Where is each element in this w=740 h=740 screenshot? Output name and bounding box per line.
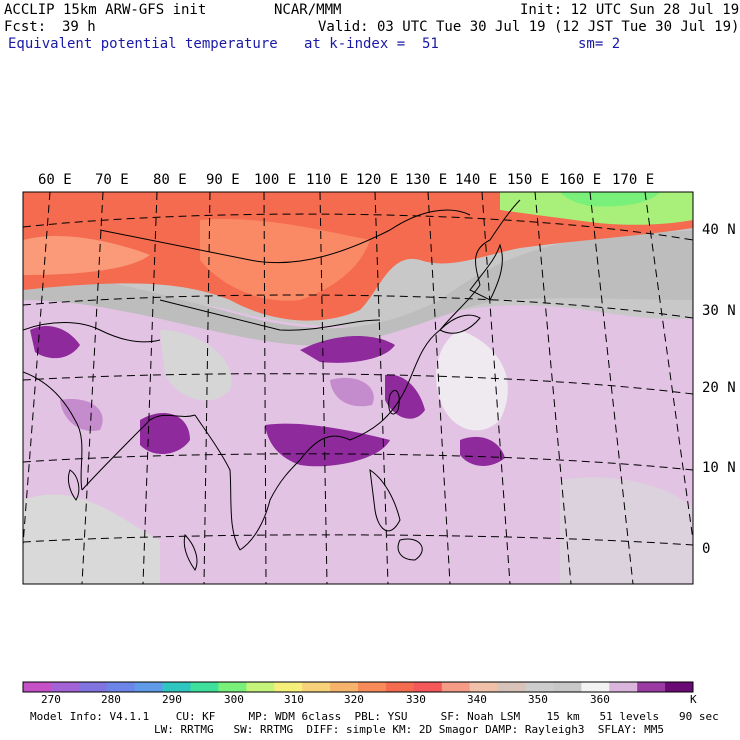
smoothing: sm= 2 [578, 36, 621, 52]
map-frame [22, 191, 694, 585]
colorbar-swatch [441, 682, 471, 692]
colorbar-swatch [665, 682, 694, 692]
white-patch-pacific [436, 330, 508, 431]
forecast-label: Fcst: [4, 19, 47, 35]
colorbar-swatch [609, 682, 638, 692]
lon-label: 140 E [455, 172, 498, 188]
coastlines [23, 199, 521, 571]
colorbar-frame [22, 681, 694, 693]
gray-band-midlat [23, 230, 693, 346]
lon-label: 110 E [306, 172, 349, 188]
model-info-line-2: LW: RRTMG SW: RRTMG DIFF: simple KM: 2D … [154, 723, 664, 736]
gray-patch-tibet [160, 330, 232, 401]
lat-label: 10 N [702, 460, 736, 476]
colorbar-tick-label: 320 [344, 693, 364, 706]
lat-label: 30 N [702, 303, 736, 319]
model-title: ACCLIP 15km ARW-GFS init [4, 2, 207, 18]
colorbar-swatch [274, 682, 303, 692]
colorbar-tick-label: 350 [528, 693, 548, 706]
lat-label: 0 [702, 541, 711, 557]
lat-label: 40 N [702, 222, 736, 238]
graticule [23, 192, 693, 584]
lon-label: 60 E [38, 172, 72, 188]
colorbar-swatch [246, 682, 275, 692]
purple-max-china [300, 335, 395, 363]
purple-max-taiwan [385, 374, 425, 419]
forecast-hours: 39 h [62, 19, 96, 35]
purple-max-south-china-sea [265, 423, 390, 467]
colorbar-swatch [162, 682, 191, 692]
lon-label: 170 E [612, 172, 655, 188]
map-field [23, 192, 693, 584]
colorbar-tick-label: 340 [467, 693, 487, 706]
colorbar-swatch [302, 682, 331, 692]
colorbar-tick-label: 270 [41, 693, 61, 706]
lon-label: 150 E [507, 172, 550, 188]
colorbar-swatch [637, 682, 666, 692]
purple-mid-patch-1 [330, 377, 374, 407]
center-title: NCAR/MMM [274, 2, 342, 18]
init-time: Init: 12 UTC Sun 28 Jul 19 [520, 2, 740, 18]
colorbar-swatch [134, 682, 164, 692]
colorbar-swatch [78, 682, 108, 692]
lon-label: 160 E [559, 172, 602, 188]
field-name: Equivalent potential temperature [8, 36, 278, 52]
colorbar-tick-label: 360 [590, 693, 610, 706]
colorbar-tick-label: 280 [101, 693, 121, 706]
level-index: at k-index = 51 [304, 36, 439, 52]
lon-label: 80 E [153, 172, 187, 188]
colorbar-swatch [358, 682, 387, 692]
purple-max-pacific [460, 436, 505, 466]
lon-label: 90 E [206, 172, 240, 188]
colorbar-swatch [190, 682, 219, 692]
colorbar-swatch [553, 682, 582, 692]
colorbar-swatch [23, 682, 52, 692]
colorbar-swatch [330, 682, 359, 692]
colorbar-swatch [413, 682, 443, 692]
colorbar-tick-label: 310 [284, 693, 304, 706]
warm-patch-central-asia [23, 235, 150, 275]
colorbar-swatch [385, 682, 415, 692]
green-core-northeast [560, 192, 660, 207]
colorbar-swatch [581, 682, 610, 692]
colorbar-swatch [50, 682, 80, 692]
warm-patch-mongolia [200, 219, 370, 301]
valid-time: Valid: 03 UTC Tue 30 Jul 19 (12 JST Tue … [318, 19, 740, 35]
lon-label: 100 E [254, 172, 297, 188]
purple-max-pakistan [30, 325, 80, 359]
colorbar-unit: K [690, 693, 697, 706]
gray-patch-se [560, 477, 693, 584]
colorbar-swatch [218, 682, 247, 692]
colorbar-tick-label: 300 [224, 693, 244, 706]
lon-label: 120 E [356, 172, 399, 188]
model-info-line-1: Model Info: V4.1.1 CU: KF MP: WDM 6class… [30, 710, 719, 723]
colorbar-swatch [106, 682, 136, 692]
lon-label: 70 E [95, 172, 129, 188]
colorbar-swatches [23, 682, 694, 692]
purple-max-bay-of-bengal [140, 412, 190, 455]
colorbar-swatch [525, 682, 554, 692]
colorbar-tick-label: 290 [162, 693, 182, 706]
colorbar-swatch [497, 682, 526, 692]
lon-label: 130 E [405, 172, 448, 188]
colorbar-tick-label: 330 [406, 693, 426, 706]
lat-label: 20 N [702, 380, 736, 396]
colorbar-swatch [469, 682, 499, 692]
